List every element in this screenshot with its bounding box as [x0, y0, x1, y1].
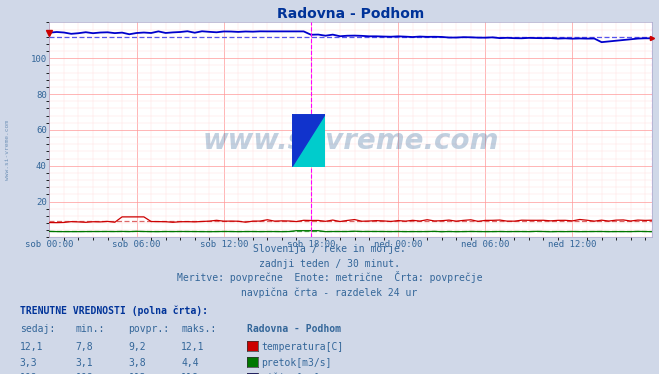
Text: 9,2: 9,2 [129, 342, 146, 352]
Text: www.si-vreme.com: www.si-vreme.com [203, 127, 499, 155]
Text: TRENUTNE VREDNOSTI (polna črta):: TRENUTNE VREDNOSTI (polna črta): [20, 306, 208, 316]
Polygon shape [292, 114, 325, 166]
Text: 4,4: 4,4 [181, 358, 199, 368]
Text: zadnji teden / 30 minut.: zadnji teden / 30 minut. [259, 259, 400, 269]
Text: temperatura[C]: temperatura[C] [262, 342, 344, 352]
Text: www.si-vreme.com: www.si-vreme.com [5, 120, 11, 180]
Text: sedaj:: sedaj: [20, 324, 55, 334]
Text: 7,8: 7,8 [76, 342, 94, 352]
Polygon shape [292, 114, 325, 166]
Text: Meritve: povprečne  Enote: metrične  Črta: povprečje: Meritve: povprečne Enote: metrične Črta:… [177, 271, 482, 283]
Title: Radovna - Podhom: Radovna - Podhom [277, 7, 424, 21]
Text: navpična črta - razdelek 24 ur: navpična črta - razdelek 24 ur [241, 287, 418, 298]
Text: 3,1: 3,1 [76, 358, 94, 368]
Text: povpr.:: povpr.: [129, 324, 169, 334]
Text: maks.:: maks.: [181, 324, 216, 334]
Text: 3,8: 3,8 [129, 358, 146, 368]
Text: pretok[m3/s]: pretok[m3/s] [262, 358, 332, 368]
Text: 12,1: 12,1 [20, 342, 43, 352]
Text: Radovna - Podhom: Radovna - Podhom [247, 324, 341, 334]
Text: 3,3: 3,3 [20, 358, 38, 368]
Text: min.:: min.: [76, 324, 105, 334]
Text: višina[cm]: višina[cm] [262, 373, 320, 374]
Text: 12,1: 12,1 [181, 342, 205, 352]
Text: Slovenija / reke in morje.: Slovenija / reke in morje. [253, 245, 406, 254]
